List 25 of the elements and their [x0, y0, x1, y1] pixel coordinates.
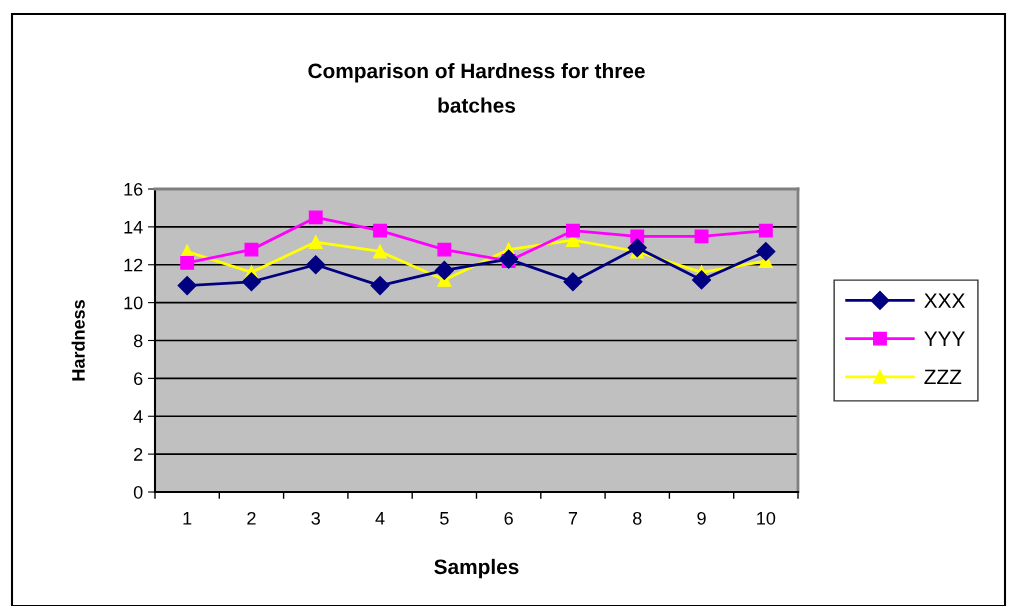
- y-tick-label: 12: [124, 258, 143, 272]
- x-tick-label: 9: [697, 511, 706, 525]
- x-tick-label: 2: [247, 511, 256, 525]
- x-tick-label: 8: [633, 511, 642, 525]
- y-axis-title: Hardness: [71, 300, 85, 381]
- x-axis-title: Samples: [434, 558, 519, 579]
- y-tick-label: 2: [134, 448, 143, 461]
- x-tick-label: 1: [183, 512, 192, 525]
- y-tick-label: 10: [124, 296, 143, 310]
- y-tick-label: 14: [124, 221, 143, 234]
- y-tick-label: 6: [134, 372, 143, 386]
- legend-label: ZZZ: [924, 369, 962, 385]
- x-tick-label: 5: [440, 512, 449, 525]
- x-tick-label: 10: [757, 511, 776, 525]
- x-tick-label: 4: [375, 512, 385, 525]
- y-tick-label: 0: [133, 485, 143, 499]
- x-tick-label: 6: [504, 511, 513, 525]
- y-tick-label: 8: [133, 334, 143, 348]
- y-tick-label: 16: [124, 182, 143, 196]
- y-tick-label: 4: [133, 410, 143, 423]
- legend-label: YYY: [924, 331, 965, 346]
- chart-title: Comparison of Hardness for three batches: [308, 63, 645, 113]
- x-tick-label: 7: [568, 512, 578, 525]
- legend-label: XXX: [924, 293, 965, 308]
- x-tick-label: 3: [311, 511, 320, 525]
